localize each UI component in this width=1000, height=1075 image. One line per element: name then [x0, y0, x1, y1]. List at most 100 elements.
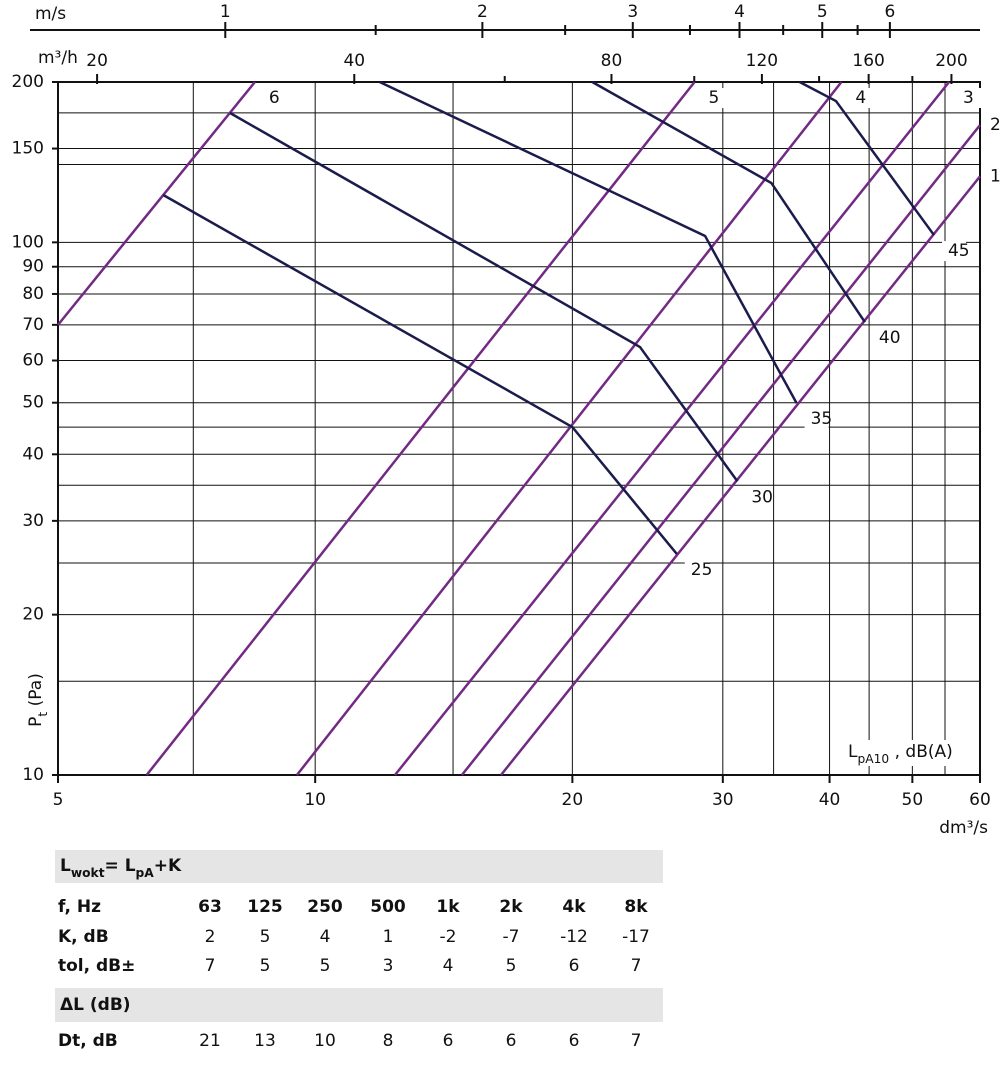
table-section-title: ΔL (dB) [60, 995, 131, 1015]
series-label: 5 [709, 88, 720, 108]
table-cell: -17 [622, 927, 650, 947]
x-tick-label: 30 [712, 790, 734, 810]
series-label-bg [941, 241, 966, 262]
top-tick-label: 200 [935, 51, 967, 71]
y-axis-label-part: t [36, 712, 50, 717]
series-label-bg [872, 328, 897, 349]
curve-label-part: , dB(A) [889, 742, 953, 762]
table-cell: -12 [560, 927, 588, 947]
table-column-header: 4k [562, 897, 586, 917]
series-line [591, 80, 866, 323]
table-column-header: 1k [436, 897, 460, 917]
curve-label-bg [844, 740, 966, 766]
y-tick-label: 10 [22, 765, 44, 785]
series-label-bg [984, 166, 1000, 187]
series-label-bg [684, 559, 709, 580]
table-cell: 4 [320, 927, 331, 947]
table-column-header: 63 [198, 897, 222, 917]
series-label-bg [804, 409, 829, 430]
series-label: 6 [269, 88, 280, 108]
series-label: 25 [691, 560, 713, 580]
y-tick-label: 80 [22, 284, 44, 304]
table-row-label: f, Hz [58, 897, 101, 917]
top-axis-unit: m/s [35, 4, 66, 24]
y-tick-label: 60 [22, 351, 44, 371]
y-tick-label: 30 [22, 511, 44, 531]
x-tick-label: 50 [902, 790, 924, 810]
series-line [799, 80, 935, 236]
table-section-bg [55, 988, 663, 1022]
series-label: 1 [990, 166, 1000, 186]
series-label: 30 [751, 487, 773, 507]
table-cell: 5 [260, 927, 271, 947]
table-header-bg [55, 850, 663, 883]
table-cell: 7 [631, 956, 642, 976]
top-tick-label: 5 [817, 2, 828, 22]
table-cell: -7 [503, 927, 520, 947]
table-cell: 7 [631, 1031, 642, 1051]
y-tick-label: 20 [22, 605, 44, 625]
y-tick-label: 200 [12, 72, 44, 92]
table-title-part: pA [136, 866, 155, 880]
table-column-header: 2k [499, 897, 523, 917]
table-cell: 5 [320, 956, 331, 976]
top-tick-label: 1 [220, 2, 231, 22]
table-title-part: wokt [71, 866, 105, 880]
y-tick-label: 100 [12, 232, 44, 252]
top-tick-label: 160 [852, 51, 884, 71]
table-title-part: L [60, 856, 71, 876]
table-cell: 5 [260, 956, 271, 976]
table-row-label: K, dB [58, 927, 109, 947]
x-tick-label: 40 [819, 790, 841, 810]
series-line [500, 175, 981, 776]
top-tick-label: 80 [601, 51, 623, 71]
top-tick-label: 3 [627, 2, 638, 22]
series-line [145, 81, 696, 776]
series-label-bg [745, 487, 770, 508]
series-label-bg [984, 115, 1000, 136]
series-line [394, 81, 951, 776]
series-label: 3 [963, 88, 974, 108]
table-cell: 2 [205, 927, 216, 947]
series-label: 45 [948, 241, 970, 261]
table-cell: 6 [443, 1031, 454, 1051]
x-tick-label: 60 [969, 790, 991, 810]
table-cell: 8 [383, 1031, 394, 1051]
top-tick-label: 20 [86, 51, 108, 71]
series-line [57, 81, 256, 326]
table-column-header: 250 [307, 897, 343, 917]
table-column-header: 500 [370, 897, 406, 917]
top-tick-label: 6 [884, 2, 895, 22]
y-tick-label: 50 [22, 393, 44, 413]
y-tick-label: 40 [22, 444, 44, 464]
x-tick-label: 10 [304, 790, 326, 810]
table-cell: 6 [506, 1031, 517, 1051]
curve-label: LpA10 , dB(A) [848, 742, 953, 766]
x-axis-unit: dm³/s [939, 818, 988, 838]
series-line [229, 111, 739, 483]
table-row-label: Dt, dB [58, 1031, 118, 1051]
series-label: 35 [811, 409, 833, 429]
plot-frame [57, 81, 981, 776]
table-cell: 1 [383, 927, 394, 947]
table-title-part: +K [154, 856, 182, 876]
top-tick-label: 40 [343, 51, 365, 71]
series-label-bg [262, 88, 287, 108]
table-cell: 6 [569, 956, 580, 976]
series-line [460, 124, 981, 776]
table-column-header: 8k [624, 897, 648, 917]
y-tick-label: 70 [22, 315, 44, 335]
series-label: 40 [879, 328, 901, 348]
table-cell: 7 [205, 956, 216, 976]
table-title: Lwokt= LpA+K [60, 856, 182, 880]
table-cell: 21 [199, 1031, 221, 1051]
series-label: 2 [990, 115, 1000, 135]
curve-label-part: L [848, 742, 858, 762]
y-axis-label-part: (Pa) [26, 673, 46, 712]
table-title-part: = L [105, 856, 136, 876]
x-tick-label: 5 [53, 790, 64, 810]
table-cell: 6 [569, 1031, 580, 1051]
table-cell: 10 [314, 1031, 336, 1051]
